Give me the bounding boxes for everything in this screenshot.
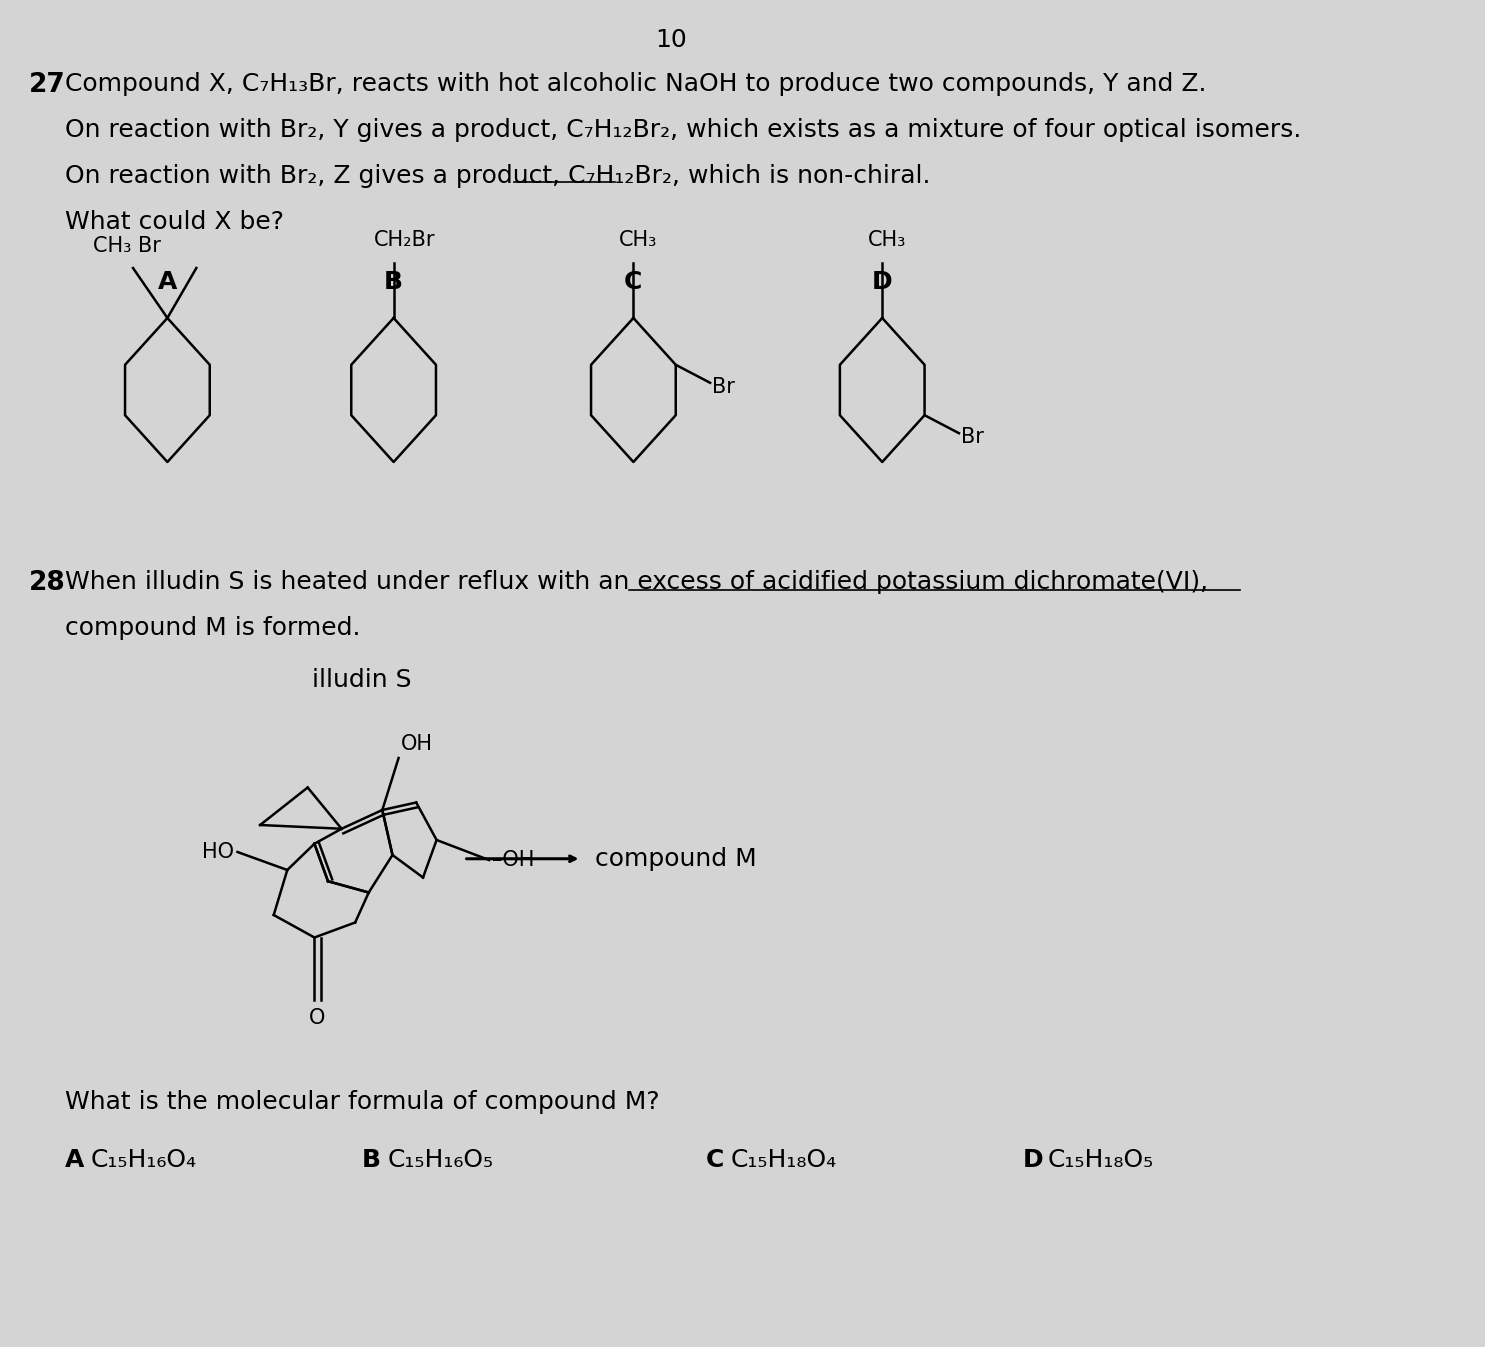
Text: 28: 28 — [28, 570, 65, 595]
Text: A: A — [65, 1148, 85, 1172]
Text: Compound X, C₇H₁₃Br, reacts with hot alcoholic NaOH to produce two compounds, Y : Compound X, C₇H₁₃Br, reacts with hot alc… — [65, 71, 1207, 96]
Text: A: A — [157, 269, 177, 294]
Text: Br: Br — [711, 377, 735, 397]
Text: –OH: –OH — [492, 850, 535, 870]
Text: illudin S: illudin S — [312, 668, 411, 692]
Text: OH: OH — [401, 734, 434, 754]
Text: When illudin S is heated under reflux with an excess of acidified potassium dich: When illudin S is heated under reflux wi… — [65, 570, 1209, 594]
Text: What is the molecular formula of compound M?: What is the molecular formula of compoun… — [65, 1090, 659, 1114]
Text: compound M: compound M — [595, 847, 757, 870]
Text: What could X be?: What could X be? — [65, 210, 284, 234]
Text: C₁₅H₁₈O₅: C₁₅H₁₈O₅ — [1048, 1148, 1154, 1172]
Text: 27: 27 — [28, 71, 65, 98]
Text: 10: 10 — [655, 28, 688, 53]
Text: C: C — [624, 269, 643, 294]
Text: B: B — [385, 269, 402, 294]
Text: CH₃: CH₃ — [619, 230, 658, 251]
Text: B: B — [362, 1148, 382, 1172]
Text: C: C — [705, 1148, 725, 1172]
Text: D: D — [1023, 1148, 1042, 1172]
Text: C₁₅H₁₆O₅: C₁₅H₁₆O₅ — [388, 1148, 493, 1172]
Text: On reaction with Br₂, Z gives a product, C₇H₁₂Br₂, which is non-chiral.: On reaction with Br₂, Z gives a product,… — [65, 164, 931, 189]
Text: On reaction with Br₂, Y gives a product, C₇H₁₂Br₂, which exists as a mixture of : On reaction with Br₂, Y gives a product,… — [65, 119, 1301, 141]
Text: CH₃: CH₃ — [867, 230, 906, 251]
Text: D: D — [872, 269, 892, 294]
Text: C₁₅H₁₈O₄: C₁₅H₁₈O₄ — [731, 1148, 838, 1172]
Text: HO: HO — [202, 842, 235, 862]
Text: CH₂Br: CH₂Br — [374, 230, 435, 251]
Text: CH₃ Br: CH₃ Br — [94, 236, 160, 256]
Text: C₁₅H₁₆O₄: C₁₅H₁₆O₄ — [91, 1148, 196, 1172]
Text: compound M is formed.: compound M is formed. — [65, 616, 361, 640]
Text: O: O — [309, 1008, 325, 1028]
Text: Br: Br — [961, 427, 983, 447]
